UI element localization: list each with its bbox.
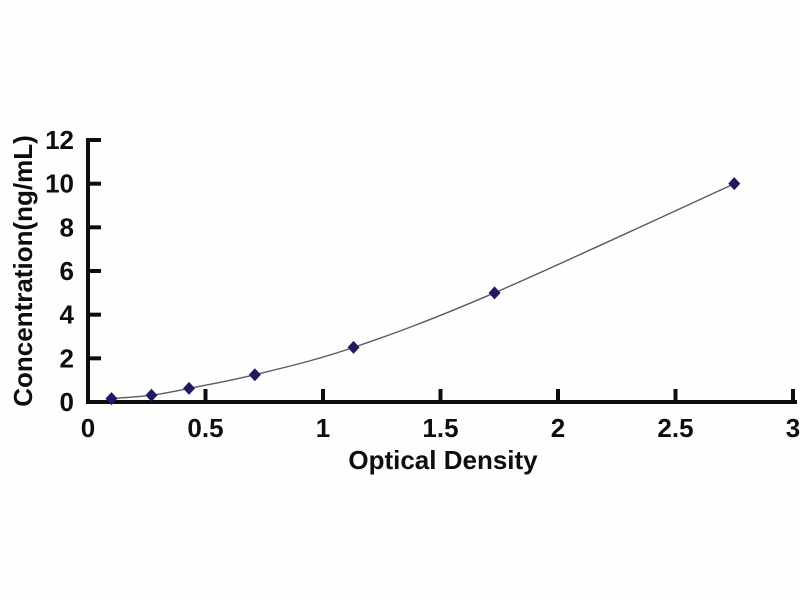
x-tick-label: 1 bbox=[316, 413, 330, 443]
standard-curve-line bbox=[111, 183, 735, 400]
x-tick-label: 0 bbox=[81, 413, 95, 443]
data-point-marker bbox=[248, 368, 261, 382]
y-tick-label: 10 bbox=[45, 169, 74, 199]
y-tick-label: 6 bbox=[60, 256, 74, 286]
x-tick-label: 2.5 bbox=[657, 413, 693, 443]
axes-layer: 0 0.5 1 1.5 2 2.5 3 0 2 4 6 8 10 12 bbox=[45, 125, 800, 443]
y-tick-label: 4 bbox=[60, 300, 75, 330]
x-tick-label: 2 bbox=[551, 413, 565, 443]
y-tick-label: 12 bbox=[45, 125, 74, 155]
y-tick-label: 8 bbox=[60, 212, 74, 242]
data-point-marker bbox=[145, 388, 158, 402]
x-axis-title: Optical Density bbox=[348, 445, 538, 475]
data-point-marker bbox=[488, 286, 501, 300]
x-tick-label: 3 bbox=[786, 413, 800, 443]
x-tick-label: 1.5 bbox=[422, 413, 458, 443]
y-tick-label: 0 bbox=[60, 387, 74, 417]
plot-layer bbox=[105, 177, 741, 406]
data-point-marker bbox=[728, 177, 741, 191]
data-point-marker bbox=[347, 340, 360, 354]
data-point-marker bbox=[105, 392, 118, 406]
y-axis-title: Concentration(ng/mL) bbox=[8, 135, 38, 407]
y-tick-label: 2 bbox=[60, 343, 74, 373]
x-tick-label: 0.5 bbox=[187, 413, 223, 443]
data-point-marker bbox=[183, 381, 196, 395]
